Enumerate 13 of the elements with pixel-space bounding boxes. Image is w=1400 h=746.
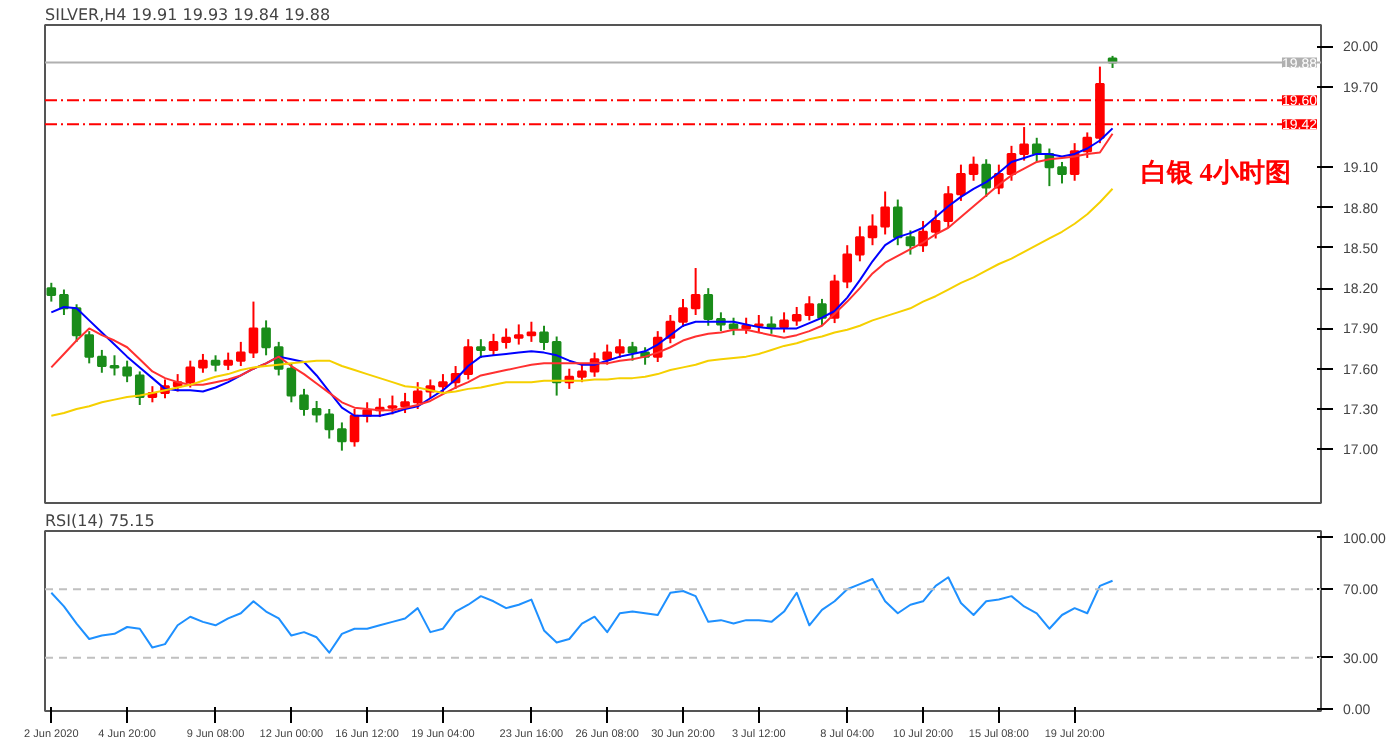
candlestick [892,198,903,247]
candlestick [46,281,57,303]
line-series [50,576,1114,654]
candlestick [627,340,638,362]
candlestick [476,338,486,359]
text: 白银 4小时图 [1141,157,1291,187]
chart-title: RSI(14) 75.15 [45,512,155,530]
chart-title: SILVER,H4 19.91 19.93 19.84 19.88 [45,6,331,24]
line-series [50,187,1114,417]
candlestick [981,158,991,198]
candlestick [817,297,827,327]
candlestick [804,295,815,322]
candlestick [905,229,916,256]
